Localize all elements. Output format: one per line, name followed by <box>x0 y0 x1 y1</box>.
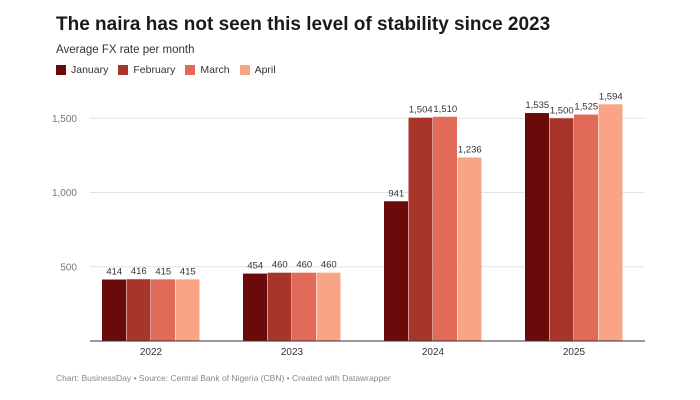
bar-2023-february <box>267 272 292 341</box>
y-tick-label-1500: 1,500 <box>52 114 77 125</box>
legend-label-april: April <box>254 64 276 76</box>
bar-2022-february <box>126 279 151 341</box>
chart-footer: Chart: BusinessDay • Source: Central Ban… <box>56 373 391 383</box>
bar-2023-april <box>316 272 341 341</box>
bar-2025-january <box>525 113 549 342</box>
bar-2022-april <box>175 279 200 341</box>
legend-item-january: January <box>56 64 108 76</box>
bar-2025-february <box>549 118 574 341</box>
legend-label-january: January <box>71 64 109 76</box>
data-label-2022-april: 415 <box>180 266 196 277</box>
y-tick-label-500: 500 <box>60 262 77 273</box>
data-label-2023-april: 460 <box>321 260 337 271</box>
x-tick-label-2022: 2022 <box>140 347 163 358</box>
legend-swatch-january <box>56 65 66 75</box>
bar-2024-january <box>384 201 408 341</box>
data-label-2022-january: 414 <box>106 267 122 278</box>
bar-2024-april <box>457 157 482 341</box>
legend-item-february: February <box>118 64 175 76</box>
data-label-2023-march: 460 <box>296 260 312 271</box>
legend-item-march: March <box>185 64 230 76</box>
chart-subtitle: Average FX rate per month <box>56 44 195 56</box>
data-label-2022-february: 416 <box>131 266 147 277</box>
legend: January February March April <box>56 64 276 76</box>
x-tick-label-2024: 2024 <box>422 347 445 358</box>
legend-swatch-april <box>239 65 250 75</box>
x-tick-label-2025: 2025 <box>563 347 586 358</box>
data-label-2024-april: 1,236 <box>458 144 482 155</box>
data-label-2023-february: 460 <box>272 260 288 271</box>
legend-label-february: February <box>133 64 176 76</box>
x-tick-label-2023: 2023 <box>281 347 304 358</box>
bar-2025-april <box>598 104 623 341</box>
y-tick-label-1000: 1,000 <box>52 188 77 199</box>
legend-label-march: March <box>200 64 230 76</box>
legend-swatch-february <box>118 65 129 75</box>
data-label-2025-january: 1,535 <box>525 100 549 111</box>
chart-title: The naira has not seen this level of sta… <box>56 14 551 35</box>
data-label-2022-march: 415 <box>155 266 171 277</box>
bar-2024-february <box>408 117 433 341</box>
data-label-2024-march: 1,510 <box>433 104 457 115</box>
legend-swatch-march <box>185 65 196 75</box>
bar-2023-january <box>243 273 267 341</box>
data-label-2025-april: 1,594 <box>599 91 623 102</box>
data-label-2024-february: 1,504 <box>409 105 433 116</box>
bar-2022-january <box>102 279 126 341</box>
bar-2025-march <box>574 114 598 341</box>
data-label-2025-february: 1,500 <box>550 105 574 116</box>
bar-2022-march <box>151 279 175 341</box>
data-label-2025-march: 1,525 <box>574 102 598 113</box>
data-label-2023-january: 454 <box>247 261 263 272</box>
legend-item-april: April <box>239 64 276 76</box>
bar-2024-march <box>433 116 457 341</box>
bar-2023-march <box>292 272 316 341</box>
data-label-2024-january: 941 <box>388 188 404 199</box>
